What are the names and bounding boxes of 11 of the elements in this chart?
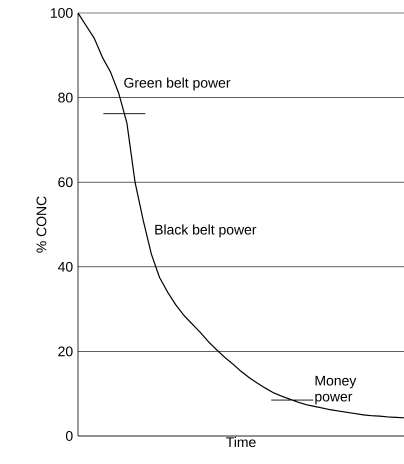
y-tick-label: 80	[58, 92, 73, 103]
annotation: Black belt power	[155, 224, 256, 238]
y-tick-label: 20	[58, 346, 73, 356]
y-tick-label: 60	[58, 177, 73, 188]
x-axis-title: Time	[226, 436, 256, 448]
ref-line-label: Green belt power	[124, 77, 230, 90]
y-tick-label: 100	[50, 8, 73, 18]
ref-line-label: Money power	[315, 376, 356, 404]
y-tick-label: 0	[66, 431, 73, 441]
y-axis-title: % CONC	[36, 196, 46, 253]
y-tick-label: 40	[58, 262, 73, 272]
